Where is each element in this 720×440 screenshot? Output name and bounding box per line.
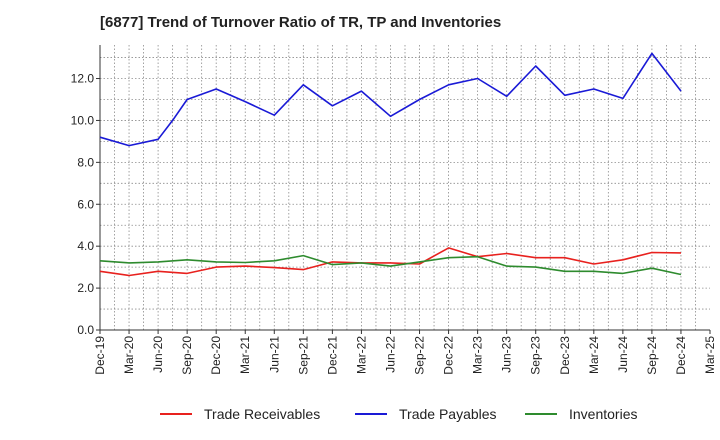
x-tick-label: Jun-21 [267, 336, 281, 373]
x-tick-label: Sep-24 [645, 336, 659, 375]
x-tick-labels: Dec-19 Mar-20 Jun-20 Sep-20 Dec-20 Mar-21 Jun-… [93, 330, 717, 375]
y-tick-label: 10.0 [71, 113, 95, 127]
x-tick-label: Jun-22 [383, 336, 397, 373]
x-tick-label: Sep-23 [529, 336, 543, 375]
series-line-inventories [99, 254, 682, 276]
x-tick-label: Dec-22 [442, 336, 456, 375]
y-tick-label: 6.0 [77, 197, 94, 211]
x-tick-label: Dec-24 [674, 336, 688, 375]
x-tick-label: Dec-19 [93, 336, 107, 375]
x-tick-label: Sep-22 [413, 336, 427, 375]
x-tick-label: Sep-20 [180, 336, 194, 375]
x-tick-label: Jun-23 [500, 336, 514, 373]
x-tick-label: Jun-20 [151, 336, 165, 373]
chart-title: [6877] Trend of Turnover Ratio of TR, TP… [100, 14, 502, 31]
x-tick-label: Mar-24 [587, 336, 601, 374]
x-tick-label: Mar-25 [703, 336, 717, 374]
legend: Trade Receivables Trade Payables Inventori… [160, 406, 637, 422]
series-line-trade-receivables [99, 247, 682, 277]
y-tick-label: 2.0 [77, 281, 94, 295]
series-lines [99, 52, 682, 277]
x-tick-label: Dec-20 [209, 336, 223, 375]
legend-label-trade-receivables: Trade Receivables [204, 406, 320, 422]
x-tick-label: Dec-21 [325, 336, 339, 375]
x-tick-label: Mar-21 [238, 336, 252, 374]
x-tick-label: Jun-24 [616, 336, 630, 373]
x-tick-label: Dec-23 [558, 336, 572, 375]
x-tick-label: Mar-20 [122, 336, 136, 374]
x-tick-label: Mar-22 [354, 336, 368, 374]
y-tick-label: 12.0 [71, 72, 95, 86]
plot-area [100, 45, 710, 330]
legend-label-inventories: Inventories [569, 406, 637, 422]
y-tick-label: 0.0 [77, 323, 94, 337]
legend-label-trade-payables: Trade Payables [399, 406, 497, 422]
x-tick-label: Mar-23 [471, 336, 485, 374]
horizontal-gridlines [100, 57, 710, 310]
y-tick-labels: 0.0 2.0 4.0 6.0 8.0 10.0 12.0 [71, 72, 100, 337]
series-line-trade-payables [99, 52, 682, 147]
y-tick-label: 8.0 [77, 155, 94, 169]
y-tick-label: 4.0 [77, 239, 94, 253]
x-tick-label: Sep-21 [296, 336, 310, 375]
axes [99, 45, 710, 331]
